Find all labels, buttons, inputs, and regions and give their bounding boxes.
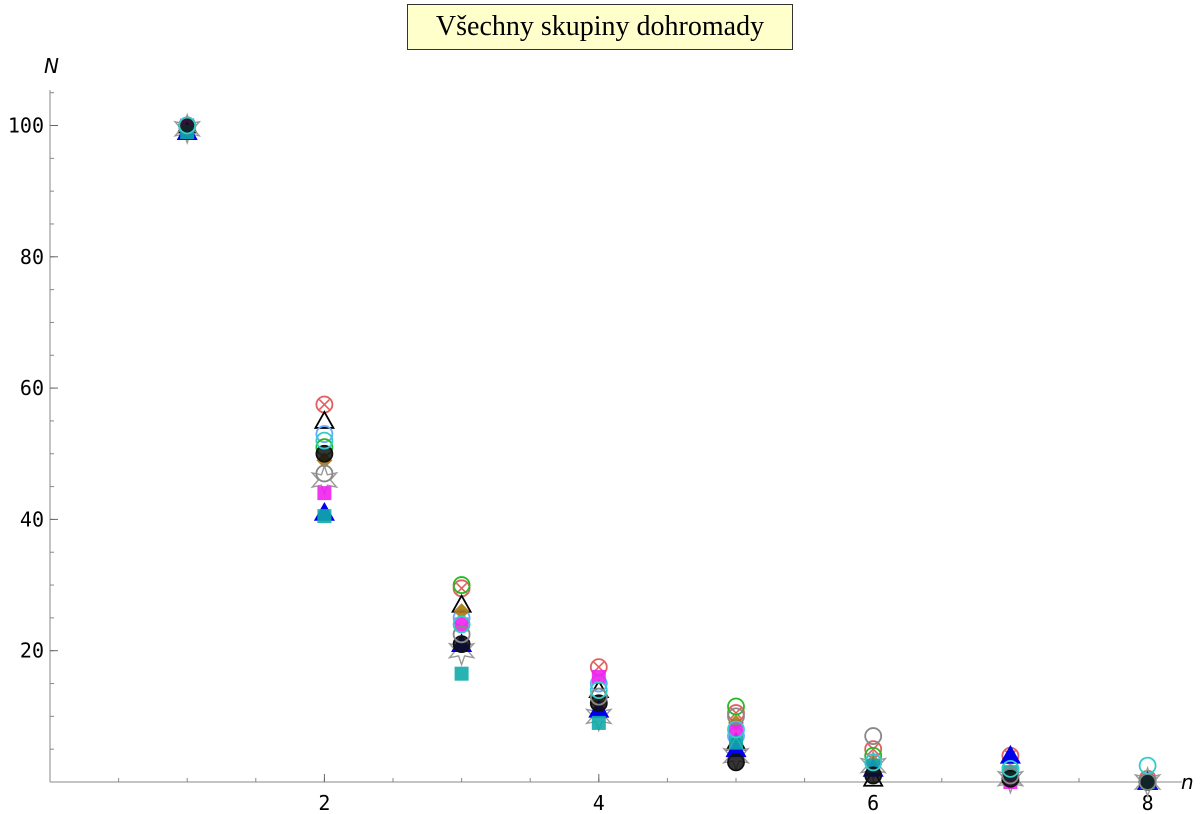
x-axis-label: n (1181, 770, 1194, 794)
x-tick-label: 6 (867, 791, 879, 814)
y-tick-label: 60 (20, 376, 44, 400)
data-point (173, 112, 202, 145)
chart-title: Všechny skupiny dohromady (407, 4, 793, 50)
data-point (864, 753, 883, 772)
data-point (589, 681, 608, 699)
data-point (729, 722, 743, 737)
data-point (727, 707, 745, 726)
data-point-x (867, 743, 879, 755)
data-point (1001, 759, 1020, 778)
data-point (454, 617, 469, 632)
data-point (317, 509, 332, 524)
data-point-x (318, 398, 330, 411)
y-tick-label: 80 (20, 245, 44, 269)
x-tick-label: 2 (318, 791, 330, 814)
data-point (454, 666, 469, 681)
data-point (591, 669, 606, 684)
data-point (1138, 756, 1157, 775)
data-point (996, 762, 1025, 795)
data-point (589, 687, 608, 706)
data-point (453, 603, 470, 620)
data-point (727, 720, 745, 739)
data-point (727, 697, 745, 716)
data-point (452, 576, 471, 594)
data-point (729, 735, 743, 750)
data-point (864, 727, 883, 745)
data-point (315, 444, 334, 463)
data-point (589, 694, 608, 713)
y-axis-label: N (44, 54, 59, 78)
data-point (452, 615, 471, 634)
data-point (317, 486, 332, 501)
data-point (727, 753, 745, 772)
data-point (178, 116, 197, 135)
x-tick-label: 4 (593, 791, 605, 814)
data-point (315, 431, 334, 450)
data-point (452, 635, 471, 654)
data-point (315, 425, 334, 443)
y-tick-label: 100 (8, 114, 44, 138)
data-point (864, 766, 883, 785)
x-tick-label: 8 (1142, 791, 1154, 814)
data-point (591, 715, 606, 730)
data-point (584, 700, 613, 733)
data-point (315, 464, 334, 483)
y-tick-label: 20 (20, 639, 44, 663)
data-point (452, 625, 471, 644)
data-point (999, 744, 1021, 764)
data-point (1001, 766, 1020, 785)
data-point (313, 410, 335, 429)
data-point (447, 634, 476, 667)
data-point (1133, 765, 1162, 799)
y-tick-label: 40 (20, 507, 44, 531)
